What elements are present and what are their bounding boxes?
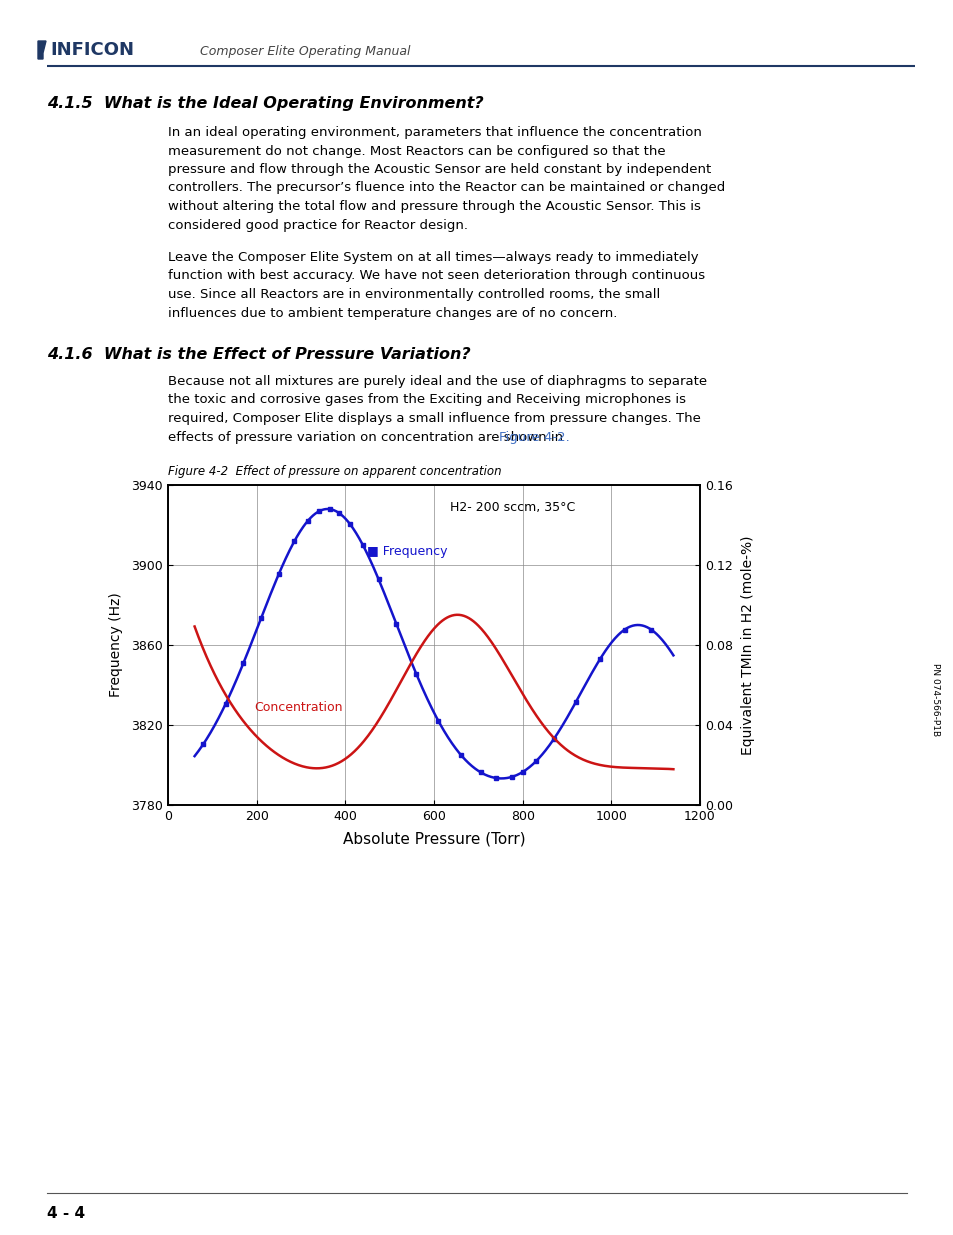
Text: 4.1.6  What is the Effect of Pressure Variation?: 4.1.6 What is the Effect of Pressure Var… (47, 347, 470, 362)
Y-axis label: Frequency (Hz): Frequency (Hz) (109, 593, 123, 698)
Text: Because not all mixtures are purely ideal and the use of diaphragms to separate: Because not all mixtures are purely idea… (168, 375, 706, 388)
Text: the toxic and corrosive gases from the Exciting and Receiving microphones is: the toxic and corrosive gases from the E… (168, 394, 685, 406)
Text: INFICON: INFICON (50, 41, 133, 59)
X-axis label: Absolute Pressure (Torr): Absolute Pressure (Torr) (342, 831, 525, 846)
Text: Composer Elite Operating Manual: Composer Elite Operating Manual (200, 46, 410, 58)
Text: without altering the total flow and pressure through the Acoustic Sensor. This i: without altering the total flow and pres… (168, 200, 700, 212)
Text: Leave the Composer Elite System on at all times—always ready to immediately: Leave the Composer Elite System on at al… (168, 251, 698, 264)
Text: ⓘNFICON: ⓘNFICON (50, 49, 56, 51)
Text: considered good practice for Reactor design.: considered good practice for Reactor des… (168, 219, 468, 231)
Text: H2- 200 sccm, 35°C: H2- 200 sccm, 35°C (449, 501, 574, 514)
Text: 4.1.5  What is the Ideal Operating Environment?: 4.1.5 What is the Ideal Operating Enviro… (47, 96, 483, 111)
Text: PN 074-566-P1B: PN 074-566-P1B (930, 663, 940, 736)
Polygon shape (38, 41, 46, 59)
Text: In an ideal operating environment, parameters that influence the concentration: In an ideal operating environment, param… (168, 126, 701, 140)
Text: controllers. The precursor’s fluence into the Reactor can be maintained or chang: controllers. The precursor’s fluence int… (168, 182, 724, 194)
Text: function with best accuracy. We have not seen deterioration through continuous: function with best accuracy. We have not… (168, 269, 704, 283)
Text: 4 - 4: 4 - 4 (47, 1205, 85, 1220)
Text: measurement do not change. Most Reactors can be configured so that the: measurement do not change. Most Reactors… (168, 144, 665, 158)
Text: use. Since all Reactors are in environmentally controlled rooms, the small: use. Since all Reactors are in environme… (168, 288, 659, 301)
Text: Concentration: Concentration (254, 701, 342, 714)
Text: ■ Frequency: ■ Frequency (367, 545, 448, 558)
Text: Figure 4-2  Effect of pressure on apparent concentration: Figure 4-2 Effect of pressure on apparen… (168, 466, 501, 478)
Text: effects of pressure variation on concentration are shown in: effects of pressure variation on concent… (168, 431, 567, 443)
Y-axis label: Equivalent TMIn in H2 (mole-%): Equivalent TMIn in H2 (mole-%) (740, 535, 755, 755)
Text: pressure and flow through the Acoustic Sensor are held constant by independent: pressure and flow through the Acoustic S… (168, 163, 711, 177)
Text: influences due to ambient temperature changes are of no concern.: influences due to ambient temperature ch… (168, 306, 617, 320)
Text: Figure 4-2.: Figure 4-2. (498, 431, 569, 443)
Text: required, Composer Elite displays a small influence from pressure changes. The: required, Composer Elite displays a smal… (168, 412, 700, 425)
